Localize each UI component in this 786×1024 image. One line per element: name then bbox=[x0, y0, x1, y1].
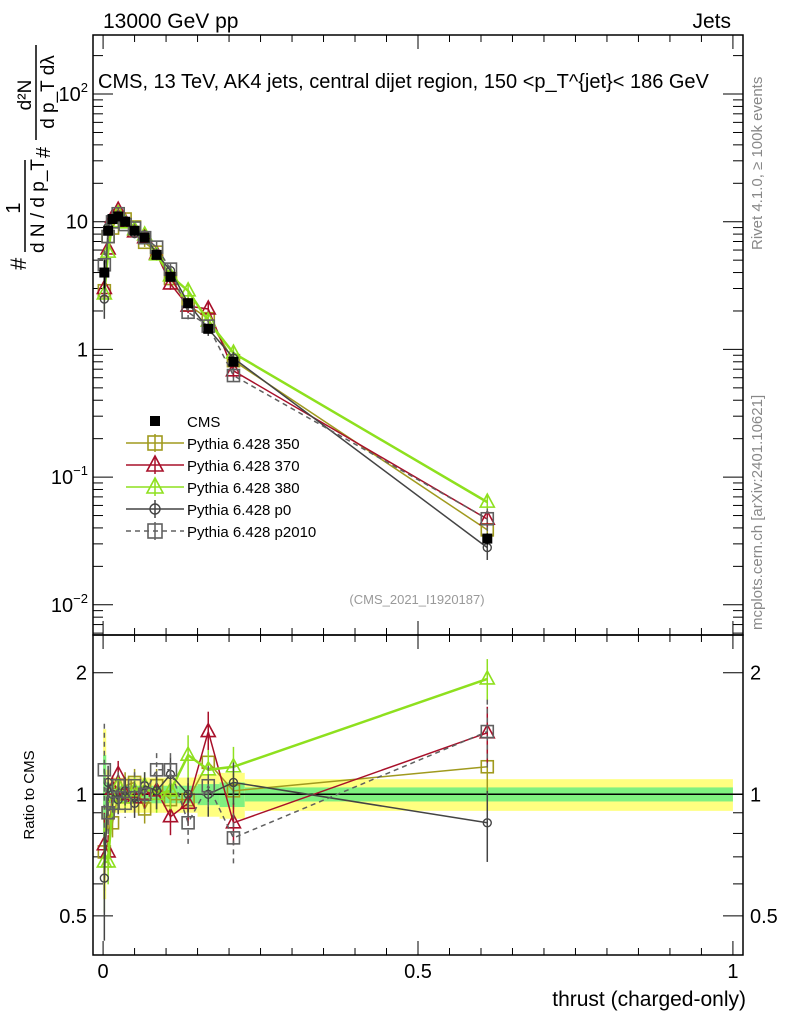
legend-item: Pythia 6.428 370 bbox=[126, 454, 300, 475]
ratio-point bbox=[118, 796, 132, 811]
y-tick-label: 102 bbox=[59, 80, 88, 106]
cms-data-point bbox=[151, 249, 162, 260]
cms-data-point bbox=[103, 225, 114, 236]
data-point bbox=[179, 281, 197, 297]
cms-data-point bbox=[165, 271, 176, 282]
legend-label: Pythia 6.428 p0 bbox=[187, 502, 291, 519]
ratio-point bbox=[97, 762, 112, 777]
y-tick-label: 1 bbox=[77, 339, 88, 361]
cms-data-point bbox=[99, 267, 110, 278]
ratio-point bbox=[228, 777, 239, 788]
ylabel-num: 1 bbox=[3, 202, 25, 213]
data-point bbox=[226, 368, 241, 383]
legend-marker bbox=[147, 435, 163, 451]
legend-item: Pythia 6.428 p0 bbox=[126, 500, 291, 519]
ratio-point bbox=[201, 778, 216, 793]
data-marks bbox=[95, 200, 496, 941]
y-tick-label: 10−1 bbox=[51, 463, 88, 489]
ratio-point bbox=[137, 787, 152, 802]
analysis-annotation: (CMS_2021_I1920187) bbox=[349, 592, 484, 607]
ratio-bands bbox=[93, 729, 743, 900]
ratio-point bbox=[183, 789, 193, 799]
legend-marker bbox=[149, 503, 161, 515]
ratio-point bbox=[162, 781, 179, 797]
ylabel-den2: d p_T dλ bbox=[38, 55, 59, 129]
cms-data-point bbox=[113, 211, 124, 222]
legend-item: Pythia 6.428 350 bbox=[126, 434, 300, 453]
legend-marker bbox=[147, 523, 163, 539]
legend-label: Pythia 6.428 380 bbox=[187, 480, 300, 497]
ratio-point bbox=[181, 815, 195, 830]
ratio-y-tick-label-right: 2 bbox=[750, 663, 761, 685]
cms-data-point bbox=[107, 214, 118, 225]
data-point bbox=[162, 274, 179, 290]
legend-label: Pythia 6.428 p2010 bbox=[187, 524, 316, 541]
series-line-main bbox=[103, 217, 488, 549]
x-tick-label: 0.5 bbox=[404, 961, 432, 983]
ratio-point bbox=[225, 813, 242, 829]
legend-label: CMS bbox=[187, 414, 220, 431]
x-axis-label: thrust (charged-only) bbox=[552, 988, 746, 1011]
chart-title: CMS, 13 TeV, AK4 jets, central dijet reg… bbox=[98, 71, 710, 93]
y-tick-label: 10 bbox=[66, 212, 88, 234]
data-point bbox=[137, 230, 152, 245]
y-tick-label: 10−2 bbox=[51, 591, 88, 617]
ratio-point bbox=[482, 818, 492, 828]
cms-data-point bbox=[139, 232, 150, 243]
rivet-label: Rivet 4.1.0, ≥ 100k events bbox=[749, 77, 766, 250]
legend-item: Pythia 6.428 p2010 bbox=[126, 522, 316, 541]
axes bbox=[92, 34, 744, 956]
ratio-point bbox=[149, 762, 164, 777]
legend-label: Pythia 6.428 350 bbox=[187, 436, 300, 453]
legend-marker bbox=[145, 454, 165, 472]
ratio-point bbox=[478, 669, 496, 685]
main-ylabel: # 1 d N / d p_T # d²N d p_T dλ bbox=[3, 45, 59, 270]
legend-item-cms: CMS bbox=[150, 414, 220, 431]
data-point bbox=[478, 492, 496, 508]
ratio-y-tick-label: 1 bbox=[76, 784, 87, 806]
ratio-point bbox=[111, 778, 125, 793]
main-frame bbox=[92, 34, 744, 636]
ylabel-num2: d²N bbox=[15, 80, 36, 111]
ratio-point bbox=[151, 786, 162, 796]
ratio-ylabel: Ratio to CMS bbox=[21, 750, 38, 839]
x-tick-label: 1 bbox=[727, 961, 738, 983]
ratio-point bbox=[226, 831, 241, 845]
data-point bbox=[99, 294, 110, 304]
ratio-point bbox=[127, 778, 142, 793]
axis-labels: 102 10 1 10−1 10−2 2 2 1 1 0.5 0.5 0 0.5 1 bbox=[51, 80, 778, 983]
cms-data-point bbox=[203, 323, 214, 334]
data-point bbox=[480, 511, 495, 526]
legend-marker bbox=[145, 476, 165, 494]
ratio-point bbox=[179, 745, 197, 761]
ratio-point bbox=[480, 724, 495, 739]
cms-data-point bbox=[129, 225, 140, 236]
ylabel-den: d N / d p_T bbox=[28, 159, 49, 253]
ratio-point bbox=[101, 805, 115, 820]
ratio-y-tick-label-right: 0.5 bbox=[750, 906, 778, 928]
header-right: Jets bbox=[692, 10, 731, 33]
ylabel-hash2: # bbox=[33, 146, 55, 158]
cms-data-point bbox=[120, 216, 131, 227]
x-tick-label: 0 bbox=[98, 961, 109, 983]
ylabel-hash: # bbox=[6, 257, 31, 270]
legend: CMS Pythia 6.428 350 Pythia 6.428 370 Pythi… bbox=[126, 414, 316, 541]
cms-data-point bbox=[482, 533, 493, 544]
mcplots-label: mcplots.cern.ch [arXiv:2401.10621] bbox=[749, 395, 766, 630]
ratio-point bbox=[99, 873, 110, 883]
header-left: 13000 GeV pp bbox=[103, 10, 238, 33]
legend-label: Pythia 6.428 370 bbox=[187, 458, 300, 475]
cms-data-point bbox=[228, 356, 239, 367]
legend-item: Pythia 6.428 380 bbox=[126, 476, 300, 497]
ratio-point bbox=[199, 721, 217, 738]
ratio-y-tick-label: 2 bbox=[76, 663, 87, 685]
ratio-point bbox=[163, 762, 178, 777]
ratio-y-tick-label: 0.5 bbox=[59, 906, 87, 928]
ratio-y-tick-label-right: 1 bbox=[750, 784, 761, 806]
ratio-point bbox=[162, 807, 179, 823]
cms-data-point bbox=[183, 298, 194, 309]
legend-marker-cms bbox=[150, 416, 160, 426]
